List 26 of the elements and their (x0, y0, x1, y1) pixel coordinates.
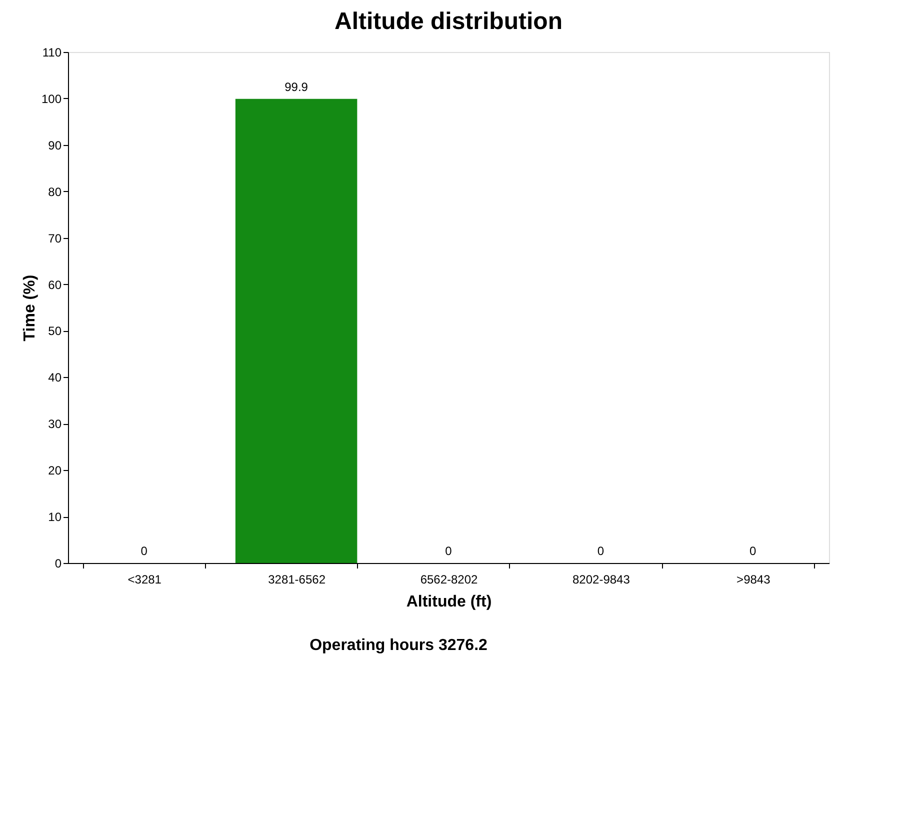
x-axis-title: Altitude (ft) (406, 594, 492, 610)
x-tick-label: 8202-9843 (572, 572, 630, 586)
y-tick-label: 10 (48, 510, 62, 524)
data-label: 0 (750, 544, 757, 558)
y-tick-label: 70 (48, 231, 62, 246)
x-tick-label: <3281 (128, 572, 162, 586)
x-tick-label: 3281-6562 (268, 572, 326, 586)
y-tick-label: 20 (48, 464, 62, 478)
data-label: 0 (597, 544, 604, 558)
text: Operating hours 3276.2 (310, 637, 488, 654)
y-tick-label: 110 (42, 46, 62, 60)
data-label: 0 (445, 544, 452, 558)
chart-title: Altitude distribution (334, 8, 562, 35)
y-tick-label: 80 (48, 184, 62, 199)
y-tick-label: 30 (48, 417, 62, 432)
data-label: 0 (140, 544, 148, 558)
y-tick-label: 40 (48, 370, 62, 385)
y-tick-label: 100 (41, 92, 62, 106)
y-tick-label: 0 (54, 556, 62, 570)
y-tick-label: 90 (48, 138, 62, 152)
y-tick-label: 50 (48, 324, 62, 338)
y-tick-label: 60 (48, 278, 62, 292)
x-tick-label: 6562-8202 (420, 572, 478, 586)
y-axis-title: Time (%) (21, 274, 38, 342)
data-label: 99.9 (284, 80, 308, 94)
x-tick-label: >9843 (736, 572, 771, 586)
